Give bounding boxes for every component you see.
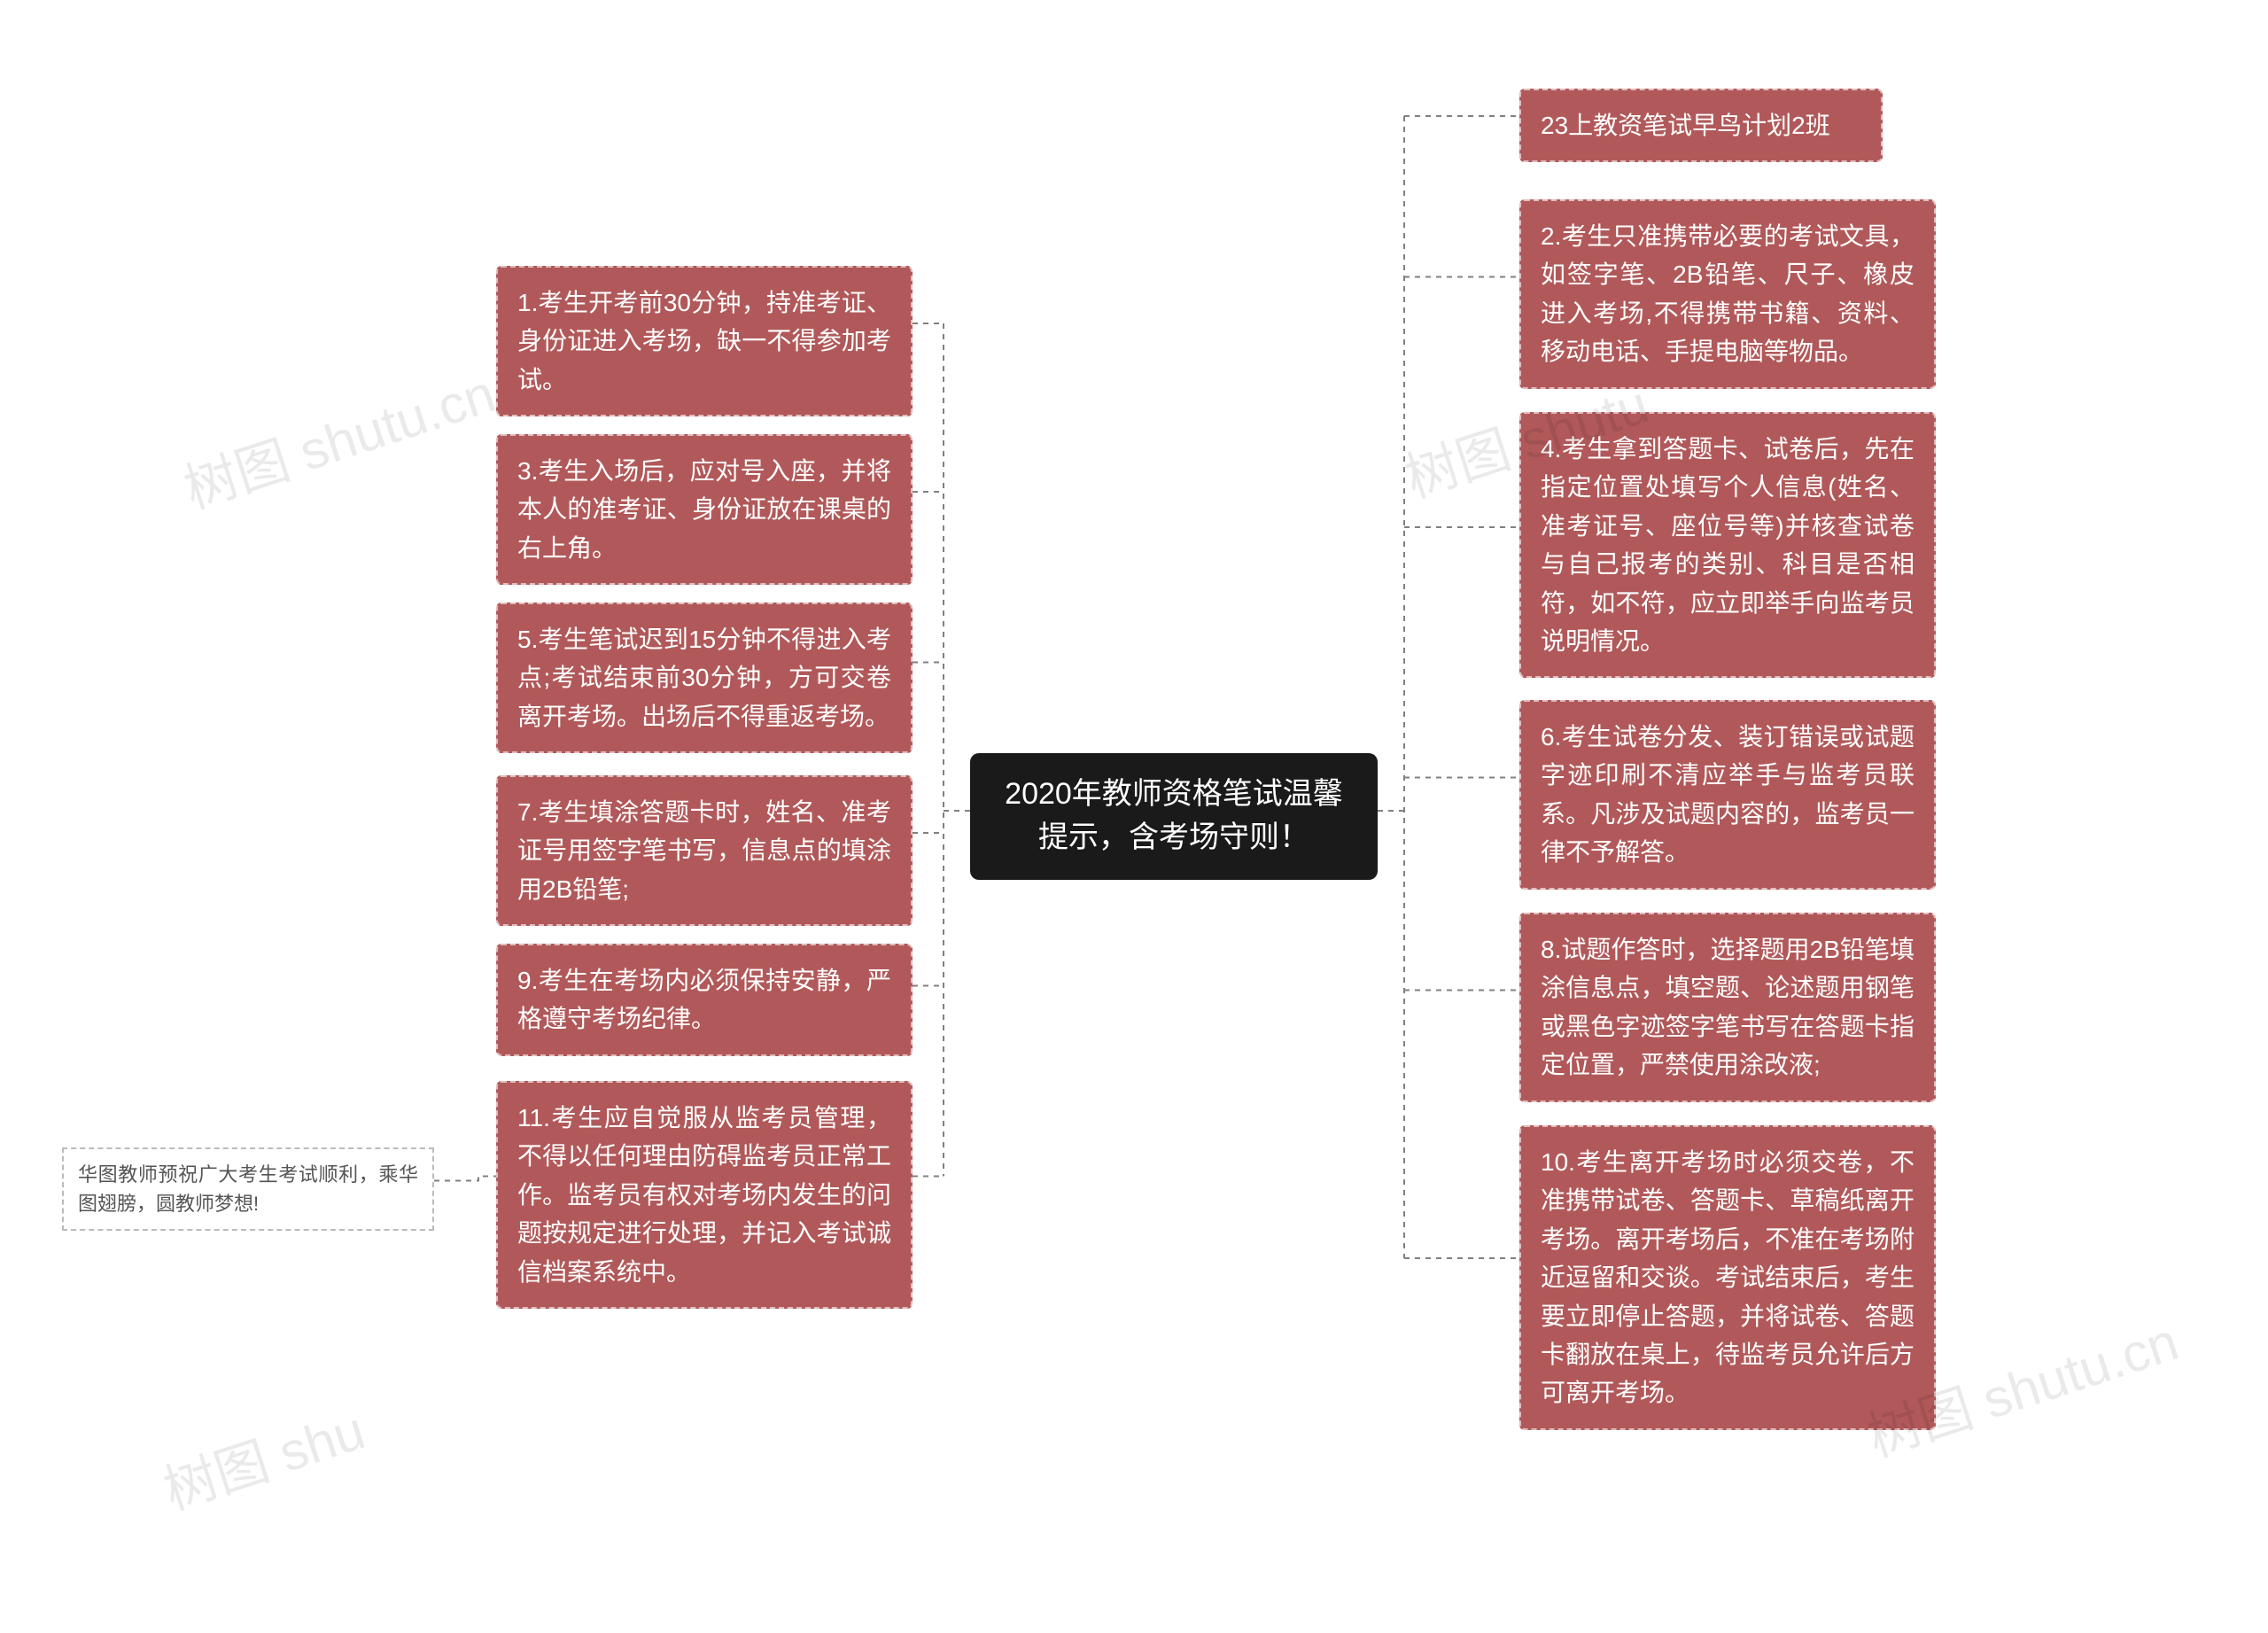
left-node-5: 11.考生应自觉服从监考员管理，不得以任何理由防碍监考员正常工作。监考员有权对考… (496, 1081, 913, 1309)
left-node-0: 1.考生开考前30分钟，持准考证、身份证进入考场，缺一不得参加考试。 (496, 266, 913, 416)
left-node-3: 7.考生填涂答题卡时，姓名、准考证号用签字笔书写，信息点的填涂用2B铅笔; (496, 775, 913, 926)
right-node-3: 6.考生试卷分发、装订错误或试题字迹印刷不清应举手与监考员联系。凡涉及试题内容的… (1519, 700, 1936, 890)
left-node-5-child: 华图教师预祝广大考生考试顺利，乘华图翅膀，圆教师梦想! (62, 1147, 434, 1231)
left-node-1: 3.考生入场后，应对号入座，并将本人的准考证、身份证放在课桌的右上角。 (496, 434, 913, 585)
center-node: 2020年教师资格笔试温馨提示，含考场守则！ (970, 753, 1378, 880)
left-node-4: 9.考生在考场内必须保持安静，严格遵守考场纪律。 (496, 944, 913, 1056)
left-node-2: 5.考生笔试迟到15分钟不得进入考点;考试结束前30分钟，方可交卷离开考场。出场… (496, 603, 913, 753)
right-node-1: 2.考生只准携带必要的考试文具，如签字笔、2B铅笔、尺子、橡皮进入考场,不得携带… (1519, 199, 1936, 389)
right-node-0: 23上教资笔试早鸟计划2班 (1519, 89, 1883, 162)
watermark-3: 树图 shu (152, 1388, 373, 1525)
watermark-0: 树图 shutu.cn (173, 351, 503, 524)
right-node-2: 4.考生拿到答题卡、试卷后，先在指定位置处填写个人信息(姓名、准考证号、座位号等… (1519, 412, 1936, 678)
right-node-4: 8.试题作答时，选择题用2B铅笔填涂信息点，填空题、论述题用钢笔或黑色字迹签字笔… (1519, 913, 1936, 1102)
right-node-5: 10.考生离开考场时必须交卷，不准携带试卷、答题卡、草稿纸离开考场。离开考场后，… (1519, 1125, 1936, 1430)
